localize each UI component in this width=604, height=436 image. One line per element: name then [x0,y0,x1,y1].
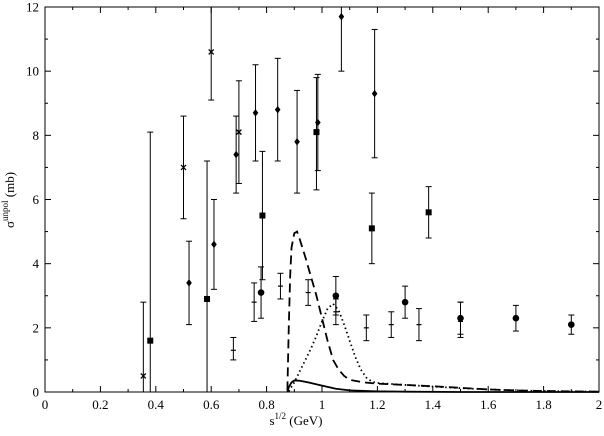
point-diamond [274,105,281,114]
point-circle [401,298,409,306]
point-diamond [294,137,300,146]
curve-dashed [286,230,600,393]
y-tick-label: 8 [33,128,40,143]
point-diamond [211,240,217,249]
x-axis: 0 0.2 0.4 0.6 0.8 1 1.2 1.4 1.6 1.8 2 [42,7,603,412]
point-circle [512,314,520,322]
y-axis-label: σunpol (mb) [0,172,17,228]
point-diamond [338,12,345,21]
x-tick-label: 0.4 [148,397,165,412]
y-tick-label: 2 [33,320,40,335]
x-tick-label: 1.4 [425,397,442,412]
x-tick-label: 1.2 [369,397,385,412]
point-diamond [233,150,239,159]
data-points [140,6,575,393]
x-axis-label: s1/2 (GeV) [269,411,322,428]
x-tick-label: 1 [319,397,326,412]
x-tick-label: 1.6 [480,397,497,412]
point-square [259,212,266,219]
point-diamond [186,279,192,287]
point-circle [257,289,265,296]
plot-frame [44,6,600,393]
y-tick-label: 0 [33,385,40,400]
point-diamond [315,118,321,127]
x-tick-label: 2 [596,397,603,412]
point-x [180,164,187,171]
x-tick-label: 0.2 [92,397,108,412]
point-x [235,129,242,136]
point-diamond [252,109,259,117]
curve-dotted [287,302,600,393]
point-circle [332,292,340,300]
y-tick-label: 6 [33,192,40,207]
point-square [204,295,211,302]
x-tick-label: 0.8 [258,397,274,412]
x-tick-label: 1.8 [535,397,551,412]
y-axis: 0 2 4 6 8 10 12 [26,0,599,400]
y-tick-label: 4 [33,256,40,271]
point-square [368,225,375,232]
x-tick-label: 0 [42,397,49,412]
point-square [313,129,320,136]
point-x [140,372,147,379]
point-circle [568,321,575,328]
point-square [425,209,432,216]
y-tick-label: 12 [26,0,39,15]
point-x [208,48,215,55]
point-square [147,337,154,344]
x-tick-label: 0.6 [203,397,220,412]
y-tick-label: 10 [26,64,39,79]
point-diamond [371,89,378,98]
